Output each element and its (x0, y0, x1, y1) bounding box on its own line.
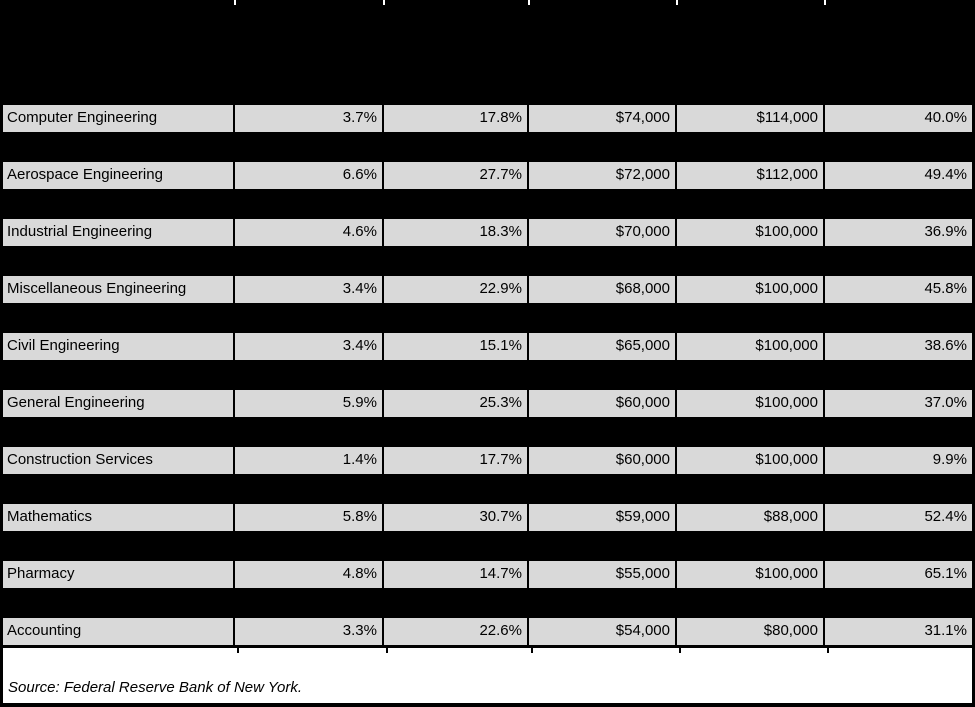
cell-major-name: Pharmacy (0, 561, 235, 588)
cell-value: $68,000 (529, 276, 677, 303)
column-tick (531, 648, 533, 653)
cell-value: 65.1% (825, 561, 975, 588)
column-tick (824, 0, 826, 5)
cell-major-name: Aerospace Engineering (0, 162, 235, 189)
cell-value: $100,000 (677, 390, 825, 417)
cell-value: $54,000 (529, 618, 677, 645)
cell-value: $88,000 (677, 504, 825, 531)
cell-value: 52.4% (825, 504, 975, 531)
table-row: Miscellaneous Engineering 3.4% 22.9% $68,00… (0, 276, 975, 303)
source-footer: Source: Federal Reserve Bank of New York… (0, 645, 975, 707)
table-row: Accounting 3.3% 22.6% $54,000 $80,000 31.1% (0, 618, 975, 645)
cell-value: 25.3% (384, 390, 529, 417)
cell-value: $100,000 (677, 447, 825, 474)
cell-value: $70,000 (529, 219, 677, 246)
cell-value: 27.7% (384, 162, 529, 189)
cell-value: 22.9% (384, 276, 529, 303)
cell-value: 4.6% (235, 219, 384, 246)
cell-major-name: Construction Services (0, 447, 235, 474)
cell-value: $60,000 (529, 447, 677, 474)
cell-value: $100,000 (677, 219, 825, 246)
cell-value: 3.4% (235, 333, 384, 360)
column-tick (383, 0, 385, 5)
cell-value: 9.9% (825, 447, 975, 474)
cell-value: 3.3% (235, 618, 384, 645)
table-row: Aerospace Engineering 6.6% 27.7% $72,000 $11… (0, 162, 975, 189)
cell-value: $100,000 (677, 561, 825, 588)
cell-value: 14.7% (384, 561, 529, 588)
table-row: General Engineering 5.9% 25.3% $60,000 $100,… (0, 390, 975, 417)
cell-value: $55,000 (529, 561, 677, 588)
cell-value: $59,000 (529, 504, 677, 531)
cell-value: 40.0% (825, 105, 975, 132)
table-row: Industrial Engineering 4.6% 18.3% $70,000 $1… (0, 219, 975, 246)
cell-major-name: Industrial Engineering (0, 219, 235, 246)
column-tick (676, 0, 678, 5)
cell-value: $60,000 (529, 390, 677, 417)
table-row: Pharmacy 4.8% 14.7% $55,000 $100,000 65.1% (0, 561, 975, 588)
table-row: Computer Engineering 3.7% 17.8% $74,000 $114… (0, 105, 975, 132)
cell-value: $114,000 (677, 105, 825, 132)
cell-major-name: Mathematics (0, 504, 235, 531)
cell-value: 1.4% (235, 447, 384, 474)
cell-value: 6.6% (235, 162, 384, 189)
cell-value: 31.1% (825, 618, 975, 645)
cell-value: 30.7% (384, 504, 529, 531)
table-row: Civil Engineering 3.4% 15.1% $65,000 $100,00… (0, 333, 975, 360)
cell-value: 22.6% (384, 618, 529, 645)
cell-value: $74,000 (529, 105, 677, 132)
cell-value: $100,000 (677, 333, 825, 360)
cell-value: $112,000 (677, 162, 825, 189)
cell-value: $72,000 (529, 162, 677, 189)
cell-value: 49.4% (825, 162, 975, 189)
cell-major-name: Computer Engineering (0, 105, 235, 132)
cell-major-name: Civil Engineering (0, 333, 235, 360)
cell-value: 17.7% (384, 447, 529, 474)
cell-major-name: Accounting (0, 618, 235, 645)
column-tick (679, 648, 681, 653)
cell-value: $80,000 (677, 618, 825, 645)
cell-value: 5.8% (235, 504, 384, 531)
column-tick (827, 648, 829, 653)
cell-value: 18.3% (384, 219, 529, 246)
cell-value: $65,000 (529, 333, 677, 360)
table-row: Construction Services 1.4% 17.7% $60,000 $10… (0, 447, 975, 474)
table-row: Mathematics 5.8% 30.7% $59,000 $88,000 52.4% (0, 504, 975, 531)
cell-value: 5.9% (235, 390, 384, 417)
cell-major-name: General Engineering (0, 390, 235, 417)
table-body: Computer Engineering 3.7% 17.8% $74,000 $114… (0, 105, 975, 645)
column-tick (234, 0, 236, 5)
cell-value: 17.8% (384, 105, 529, 132)
cell-major-name: Miscellaneous Engineering (0, 276, 235, 303)
cell-value: 36.9% (825, 219, 975, 246)
cell-value: 37.0% (825, 390, 975, 417)
cell-value: 38.6% (825, 333, 975, 360)
cell-value: 3.7% (235, 105, 384, 132)
cell-value: 15.1% (384, 333, 529, 360)
column-tick (237, 648, 239, 653)
cell-value: 45.8% (825, 276, 975, 303)
cell-value: 3.4% (235, 276, 384, 303)
cell-value: 4.8% (235, 561, 384, 588)
column-tick (386, 648, 388, 653)
source-note: Source: Federal Reserve Bank of New York… (8, 679, 303, 696)
column-tick (528, 0, 530, 5)
cell-value: $100,000 (677, 276, 825, 303)
table-header-black-band (0, 0, 975, 105)
